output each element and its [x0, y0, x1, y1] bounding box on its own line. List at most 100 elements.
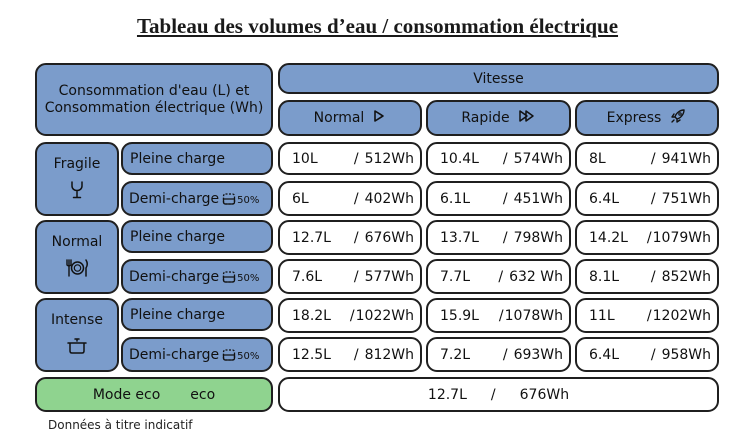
- half-load-badge: 50%: [237, 194, 260, 206]
- eco-mode-label-cell: Mode eco eco: [35, 377, 273, 412]
- header-consumption-cell: Consommation d'eau (L) et Consommation é…: [35, 63, 273, 136]
- cell-normal-demi-express: 8.1L /852Wh: [575, 259, 719, 294]
- row-label-text: Pleine charge: [130, 150, 225, 167]
- vitesse-label: Vitesse: [473, 70, 524, 87]
- power-value: 512Wh: [364, 150, 414, 167]
- group-fragile: Fragile: [35, 142, 119, 216]
- half-load-icon: 50%: [222, 192, 259, 206]
- pot-icon: [66, 336, 88, 356]
- water-value: 8L: [589, 150, 606, 167]
- water-value: 6.4L: [589, 346, 620, 363]
- header-vitesse: Vitesse: [278, 63, 719, 94]
- half-load-icon: 50%: [222, 348, 259, 362]
- water-value: 7.6L: [292, 268, 323, 285]
- cell-intense-pleine-express: 11L /1202Wh: [575, 298, 719, 333]
- cell-normal-pleine-normal: 12.7L /676Wh: [278, 220, 422, 255]
- group-normal: Normal: [35, 220, 119, 294]
- row-label-text: Pleine charge: [130, 306, 225, 323]
- cell-intense-demi-normal: 12.5L /812Wh: [278, 337, 422, 372]
- footer-note: Données à titre indicatif: [48, 418, 193, 432]
- power-value: 1078Wh: [504, 307, 563, 324]
- cell-intense-pleine-normal: 18.2L /1022Wh: [278, 298, 422, 333]
- power-value: 1079Wh: [652, 229, 711, 246]
- power-value: 958Wh: [661, 346, 711, 363]
- cell-fragile-pleine-normal: 10L /512Wh: [278, 142, 422, 175]
- row-fragile-demi-label: Demi-charge 50%: [121, 181, 273, 216]
- water-value: 8.1L: [589, 268, 620, 285]
- water-value: 7.7L: [440, 268, 471, 285]
- cell-intense-demi-express: 6.4L /958Wh: [575, 337, 719, 372]
- plate-cutlery-icon: [64, 258, 90, 278]
- water-value: 18.2L: [292, 307, 331, 324]
- speed-rapide-label: Rapide: [461, 110, 510, 126]
- power-value: 798Wh: [513, 229, 563, 246]
- half-load-icon: 50%: [222, 270, 259, 284]
- eco-mode-values: 12.7L / 676Wh: [278, 377, 719, 412]
- wine-glass-icon: [70, 180, 84, 200]
- row-label-text: Demi-charge: [129, 346, 220, 363]
- water-value: 12.7L: [292, 229, 331, 246]
- eco-icon: eco: [190, 386, 216, 403]
- row-label-text: Pleine charge: [130, 228, 225, 245]
- power-value: 693Wh: [513, 346, 563, 363]
- cell-intense-pleine-rapide: 15.9L /1078Wh: [426, 298, 571, 333]
- power-value: 574Wh: [513, 150, 563, 167]
- speed-express-label: Express: [606, 110, 662, 126]
- header-speed-express: Express: [575, 100, 719, 136]
- power-value: 676Wh: [364, 229, 414, 246]
- water-value: 6.4L: [589, 190, 620, 207]
- water-value: 6.1L: [440, 190, 471, 207]
- row-label-text: Demi-charge: [129, 268, 220, 285]
- fast-forward-icon: [518, 109, 536, 127]
- power-value: 941Wh: [661, 150, 711, 167]
- water-value: 10L: [292, 150, 318, 167]
- group-normal-label: Normal: [51, 234, 103, 250]
- eco-separator: /: [490, 386, 496, 403]
- cell-normal-demi-normal: 7.6L /577Wh: [278, 259, 422, 294]
- cell-normal-demi-rapide: 7.7L /632 Wh: [426, 259, 571, 294]
- water-value: 11L: [589, 307, 615, 324]
- row-normal-demi-label: Demi-charge 50%: [121, 259, 273, 294]
- water-value: 12.5L: [292, 346, 331, 363]
- power-value: 751Wh: [661, 190, 711, 207]
- water-value: 13.7L: [440, 229, 479, 246]
- half-load-badge: 50%: [237, 350, 260, 362]
- row-fragile-pleine-label: Pleine charge: [121, 142, 273, 175]
- header-speed-normal: Normal: [278, 100, 422, 136]
- power-value: 632 Wh: [509, 268, 563, 285]
- cell-normal-pleine-express: 14.2L /1079Wh: [575, 220, 719, 255]
- eco-mode-label: Mode eco: [92, 386, 161, 403]
- play-outline-icon: [372, 109, 386, 127]
- power-value: 402Wh: [364, 190, 414, 207]
- half-load-badge: 50%: [237, 272, 260, 284]
- header-line-2: Consommation électrique (Wh): [44, 99, 264, 116]
- speed-normal-label: Normal: [313, 110, 365, 126]
- power-value: 1202Wh: [652, 307, 711, 324]
- cell-fragile-demi-normal: 6L /402Wh: [278, 181, 422, 216]
- cell-normal-pleine-rapide: 13.7L /798Wh: [426, 220, 571, 255]
- row-label-text: Demi-charge: [129, 190, 220, 207]
- cell-fragile-pleine-rapide: 10.4L /574Wh: [426, 142, 571, 175]
- rocket-icon: [669, 107, 687, 129]
- water-value: 7.2L: [440, 346, 471, 363]
- cell-intense-demi-rapide: 7.2L /693Wh: [426, 337, 571, 372]
- row-intense-demi-label: Demi-charge 50%: [121, 337, 273, 372]
- power-value: 1022Wh: [355, 307, 414, 324]
- water-value: 10.4L: [440, 150, 479, 167]
- power-value: 451Wh: [513, 190, 563, 207]
- group-fragile-label: Fragile: [53, 156, 101, 172]
- page-title: Tableau des volumes d’eau / consommation…: [136, 14, 619, 38]
- cell-fragile-demi-rapide: 6.1L /451Wh: [426, 181, 571, 216]
- group-intense-label: Intense: [51, 312, 103, 328]
- eco-water-value: 12.7L: [427, 386, 467, 403]
- eco-power-value: 676Wh: [519, 386, 570, 403]
- cell-fragile-pleine-express: 8L /941Wh: [575, 142, 719, 175]
- power-value: 812Wh: [364, 346, 414, 363]
- group-intense: Intense: [35, 298, 119, 372]
- row-normal-pleine-label: Pleine charge: [121, 220, 273, 253]
- water-value: 6L: [292, 190, 309, 207]
- header-speed-rapide: Rapide: [426, 100, 571, 136]
- water-value: 15.9L: [440, 307, 479, 324]
- header-line-1: Consommation d'eau (L) et: [58, 82, 250, 99]
- water-value: 14.2L: [589, 229, 628, 246]
